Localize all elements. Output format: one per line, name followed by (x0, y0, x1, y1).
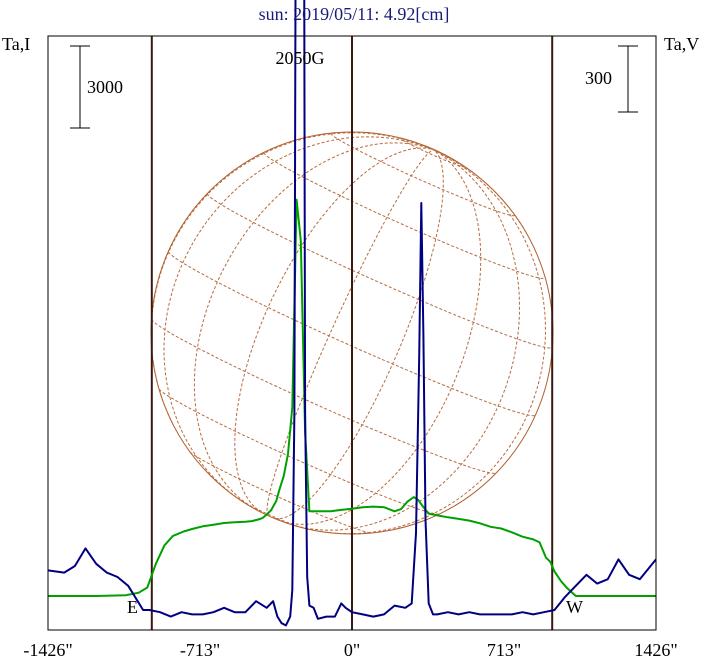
right-axis-label: Ta,V (664, 34, 699, 54)
latitude-line (330, 132, 516, 217)
latitude-line (167, 251, 536, 417)
west-limb-label: W (566, 597, 583, 617)
sun-disk (150, 131, 554, 535)
left-scale-bar-label: 3000 (87, 77, 123, 97)
east-limb-label: E (127, 597, 138, 617)
longitude-line (433, 149, 527, 233)
x-tick-label: 1426" (634, 640, 677, 660)
reference-lines (150, 36, 554, 630)
x-tick-labels: -1426" -713" 0" 713" 1426" (23, 640, 677, 660)
right-scale-bar-label: 300 (585, 68, 612, 88)
x-tick-label: -713" (180, 640, 220, 660)
heliographic-grid (150, 132, 553, 535)
peak-annotation: 2050G (276, 48, 325, 68)
left-axis-label: Ta,I (2, 34, 30, 54)
longitude-line (395, 136, 434, 151)
longitude-line (266, 149, 434, 516)
longitude-line (285, 149, 521, 531)
latitude-line (158, 388, 440, 515)
longitude-line (193, 142, 434, 511)
x-tick-label: -1426" (23, 640, 72, 660)
latitude-line (151, 318, 496, 474)
right-scale-bar: 300 (585, 45, 638, 113)
longitude-line (234, 147, 434, 513)
latitude-line (263, 152, 546, 280)
longitude-line (433, 149, 441, 154)
x-tick-label: 0" (344, 640, 360, 660)
longitude-line (280, 149, 482, 525)
intensity-series-line (48, 198, 656, 597)
left-scale-bar: 3000 (70, 45, 123, 129)
series-group (47, 0, 657, 627)
polarization-series-line (47, 0, 657, 627)
latitude-line (206, 193, 553, 349)
chart-title: sun: 2019/05/11: 4.92[cm] (259, 4, 450, 24)
longitude-line (274, 149, 444, 520)
plot-frame (47, 35, 657, 631)
longitude-line (163, 136, 434, 504)
x-tick-label: 713" (487, 640, 521, 660)
longitude-line (433, 149, 439, 152)
longitude-line (318, 149, 547, 535)
latitude-line (189, 451, 372, 534)
